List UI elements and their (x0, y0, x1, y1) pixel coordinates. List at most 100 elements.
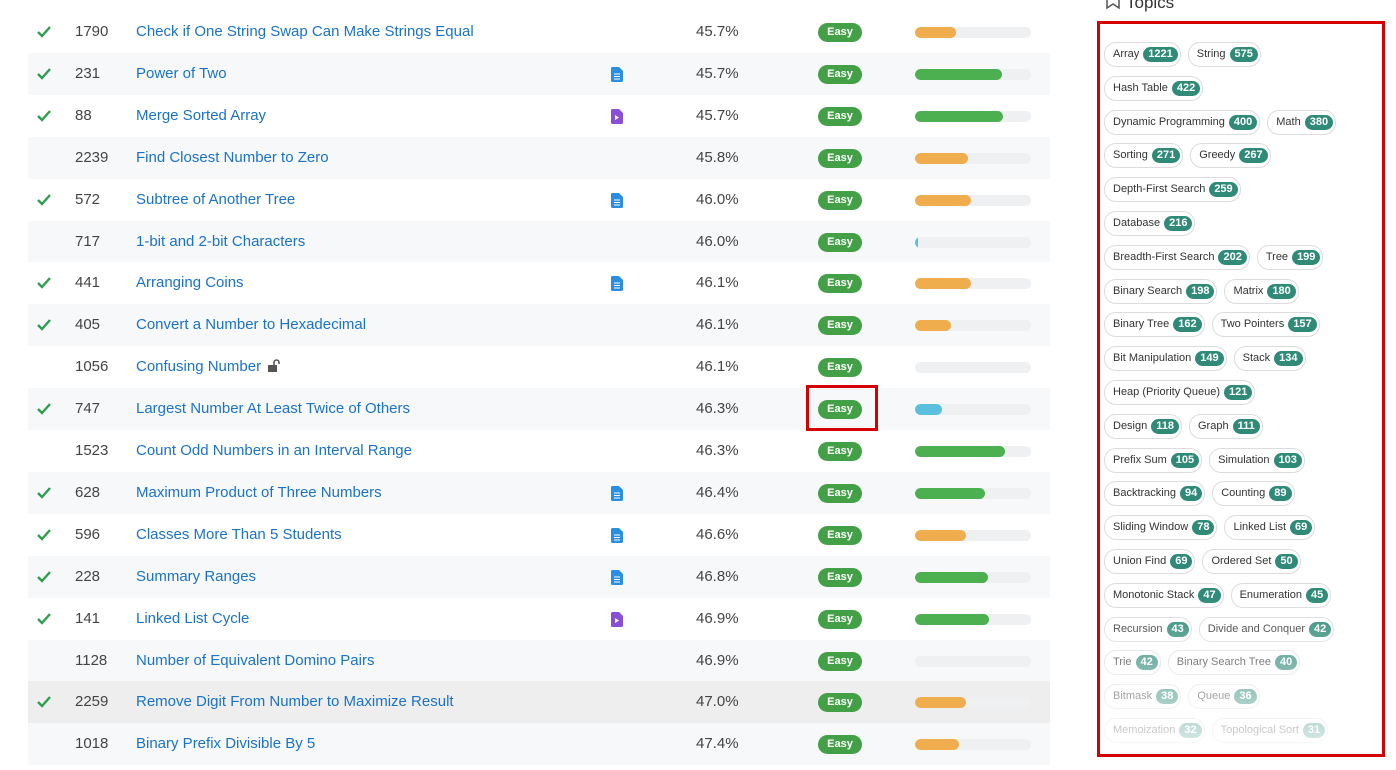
topic-count: 575 (1229, 47, 1258, 62)
doc-lines (614, 534, 620, 541)
topic-chip[interactable]: Enumeration 45 (1230, 582, 1332, 608)
topic-chip[interactable]: Counting 89 (1212, 481, 1295, 507)
difficulty: Easy (818, 316, 862, 336)
topic-chip[interactable]: Dynamic Programming 400 (1104, 109, 1261, 135)
problem-title[interactable]: Merge Sorted Array (136, 106, 267, 124)
problem-title[interactable]: Summary Ranges (136, 567, 257, 585)
topic-chip[interactable]: Bitmask 38 (1104, 684, 1182, 710)
problem-title[interactable]: Classes More Than 5 Students (136, 525, 342, 543)
topic-count: 149 (1195, 351, 1224, 367)
topic-count: 42 (1135, 655, 1158, 671)
topic-row: Recursion 43 Divide and Conquer 42 (1104, 616, 1396, 651)
topic-chip[interactable]: Array 1221 (1104, 42, 1181, 67)
solution-icon[interactable] (611, 192, 623, 208)
topic-chip[interactable]: Backtracking 94 (1104, 481, 1206, 507)
topic-row: Depth-First Search 259 (1104, 177, 1396, 211)
problem-row: 596 Classes More Than 5 Students 46.6% Easy (28, 513, 1050, 556)
topic-count: 69 (1170, 553, 1193, 569)
topic-count: 202 (1218, 249, 1247, 265)
topic-chip[interactable]: Tree 199 (1256, 244, 1324, 270)
topic-chip[interactable]: Topological Sort 31 (1211, 717, 1329, 743)
topic-chip[interactable]: Sliding Window 78 (1104, 515, 1218, 541)
difficulty: Easy (818, 106, 862, 126)
topic-chip[interactable]: Two Pointers 157 (1211, 312, 1320, 338)
topic-chip[interactable]: Bit Manipulation 149 (1104, 346, 1227, 372)
topic-chip[interactable]: Depth-First Search 259 (1104, 177, 1241, 203)
topic-chip[interactable]: String 575 (1187, 42, 1261, 67)
solution-icon[interactable] (611, 611, 623, 627)
problem-title[interactable]: Arranging Coins (136, 274, 244, 292)
frequency-track (915, 613, 1031, 625)
topic-chip[interactable]: Database 216 (1104, 210, 1196, 236)
problem-id: 1018 (75, 735, 109, 753)
topic-chip[interactable]: Matrix 180 (1224, 278, 1299, 304)
topic-chip[interactable]: Recursion 43 (1104, 616, 1192, 642)
solved-check (37, 487, 51, 499)
problem-title[interactable]: Number of Equivalent Domino Pairs (136, 651, 375, 669)
frequency-track (915, 278, 1031, 290)
topic-chip[interactable]: Simulation 103 (1209, 447, 1305, 473)
problem-title[interactable]: Remove Digit From Number to Maximize Res… (136, 693, 454, 711)
solution-icon[interactable] (611, 108, 623, 124)
solution-icon[interactable] (611, 485, 623, 501)
topic-count: 216 (1164, 215, 1193, 231)
problem-row: 228 Summary Ranges 46.8% Easy (28, 555, 1050, 598)
topic-chip[interactable]: Breadth-First Search 202 (1104, 244, 1250, 270)
topic-chip[interactable]: Graph 111 (1189, 413, 1263, 439)
problem-title[interactable]: Subtree of Another Tree (136, 190, 296, 208)
difficulty: Easy (818, 442, 862, 461)
topic-chip[interactable]: Greedy 267 (1190, 143, 1271, 169)
topic-chip[interactable]: Ordered Set 50 (1202, 548, 1301, 574)
frequency-bar (915, 404, 942, 416)
solution-icon[interactable] (611, 569, 623, 585)
topic-row: Trie 42 Binary Search Tree 40 (1104, 650, 1396, 684)
problem-title[interactable]: Power of Two (136, 64, 227, 82)
topic-chip[interactable]: Linked List 69 (1224, 515, 1316, 541)
topic-chip[interactable]: Heap (Priority Queue) 121 (1104, 379, 1256, 405)
acceptance: 45.7% (696, 64, 739, 82)
topic-chip[interactable]: Stack 134 (1233, 346, 1306, 372)
topic-chip[interactable]: Binary Search 198 (1104, 278, 1218, 304)
topic-count: 50 (1275, 553, 1298, 569)
topic-chip[interactable]: Sorting 271 (1104, 143, 1184, 169)
play-glyph (615, 114, 619, 120)
doc-lines (614, 492, 620, 499)
problem-title[interactable]: Check if One String Swap Can Make String… (136, 23, 474, 40)
difficulty: Easy (818, 525, 862, 545)
topic-chip[interactable]: Hash Table 422 (1104, 75, 1204, 101)
topic-chip[interactable]: Divide and Conquer 42 (1198, 616, 1335, 642)
frequency-bar (915, 320, 951, 332)
solution-icon[interactable] (611, 66, 623, 82)
frequency-bar (915, 529, 967, 541)
solution-icon[interactable] (611, 276, 623, 292)
topic-count: 43 (1166, 621, 1189, 637)
check-path (37, 696, 51, 709)
topic-chip[interactable]: Math 380 (1267, 109, 1337, 135)
problem-id: 628 (75, 483, 101, 501)
topic-chip[interactable]: Memoization 32 (1104, 717, 1205, 743)
topic-chip[interactable]: Trie 42 (1104, 650, 1161, 676)
topic-chip[interactable]: Design 118 (1104, 413, 1182, 439)
problem-title[interactable]: Linked List Cycle (136, 609, 250, 627)
topic-chip[interactable]: Queue 36 (1188, 684, 1260, 710)
check-path (37, 109, 51, 122)
topic-chip[interactable]: Monotonic Stack 47 (1104, 582, 1224, 608)
topic-chip[interactable]: Binary Search Tree 40 (1167, 650, 1301, 676)
topic-chip[interactable]: Binary Tree 162 (1104, 312, 1205, 338)
problem-title[interactable]: Convert a Number to Hexadecimal (136, 316, 367, 334)
problem-title[interactable]: Confusing Number (136, 358, 262, 376)
problem-title[interactable]: Binary Prefix Divisible By 5 (136, 735, 316, 753)
check-path (37, 487, 51, 499)
difficulty: Easy (818, 651, 862, 671)
solution-icon[interactable] (611, 527, 623, 543)
problem-title[interactable]: 1-bit and 2-bit Characters (136, 232, 306, 250)
problem-title[interactable]: Find Closest Number to Zero (136, 148, 329, 166)
problem-title[interactable]: Largest Number At Least Twice of Others (136, 400, 411, 418)
difficulty: Easy (818, 400, 862, 420)
topic-count: 94 (1179, 486, 1203, 502)
problem-title[interactable]: Count Odd Numbers in an Interval Range (136, 442, 412, 459)
problem-title[interactable]: Maximum Product of Three Numbers (136, 483, 382, 501)
topic-chip[interactable]: Union Find 69 (1104, 548, 1196, 574)
topic-chip[interactable]: Prefix Sum 105 (1104, 447, 1203, 473)
